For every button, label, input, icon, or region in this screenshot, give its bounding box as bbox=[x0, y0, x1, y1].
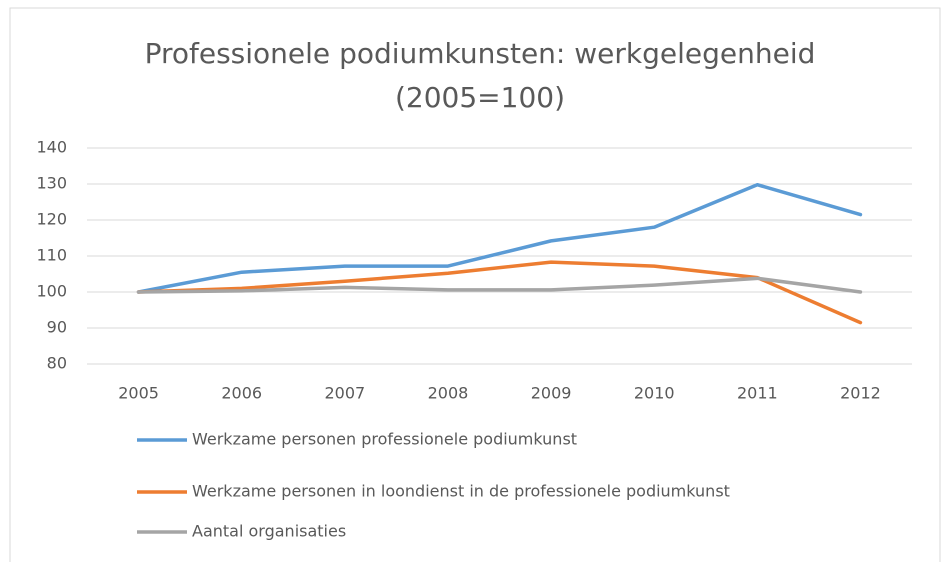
chart-subtitle: (2005=100) bbox=[395, 81, 565, 114]
x-tick-label: 2007 bbox=[324, 384, 365, 403]
legend-label: Werkzame personen in loondienst in de pr… bbox=[192, 482, 730, 501]
x-tick-label: 2012 bbox=[840, 384, 881, 403]
x-tick-label: 2011 bbox=[737, 384, 778, 403]
chart-frame bbox=[9, 7, 941, 562]
x-tick-label: 2009 bbox=[531, 384, 572, 403]
y-tick-label: 130 bbox=[36, 174, 67, 193]
y-tick-label: 90 bbox=[47, 318, 67, 337]
series-line bbox=[136, 182, 863, 294]
x-tick-label: 2005 bbox=[118, 384, 159, 403]
legend-label: Werkzame personen professionele podiumku… bbox=[192, 430, 577, 449]
y-tick-label: 110 bbox=[36, 246, 67, 265]
y-tick-label: 140 bbox=[36, 138, 67, 157]
y-tick-label: 100 bbox=[36, 282, 67, 301]
x-tick-label: 2008 bbox=[428, 384, 469, 403]
series-line bbox=[136, 276, 863, 294]
x-tick-label: 2006 bbox=[221, 384, 262, 403]
chart-title: Professionele podiumkunsten: werkgelegen… bbox=[145, 37, 816, 70]
series-line bbox=[136, 260, 863, 325]
x-tick-label: 2010 bbox=[634, 384, 675, 403]
y-tick-label: 80 bbox=[47, 354, 67, 373]
y-tick-label: 120 bbox=[36, 210, 67, 229]
legend-label: Aantal organisaties bbox=[192, 522, 346, 541]
